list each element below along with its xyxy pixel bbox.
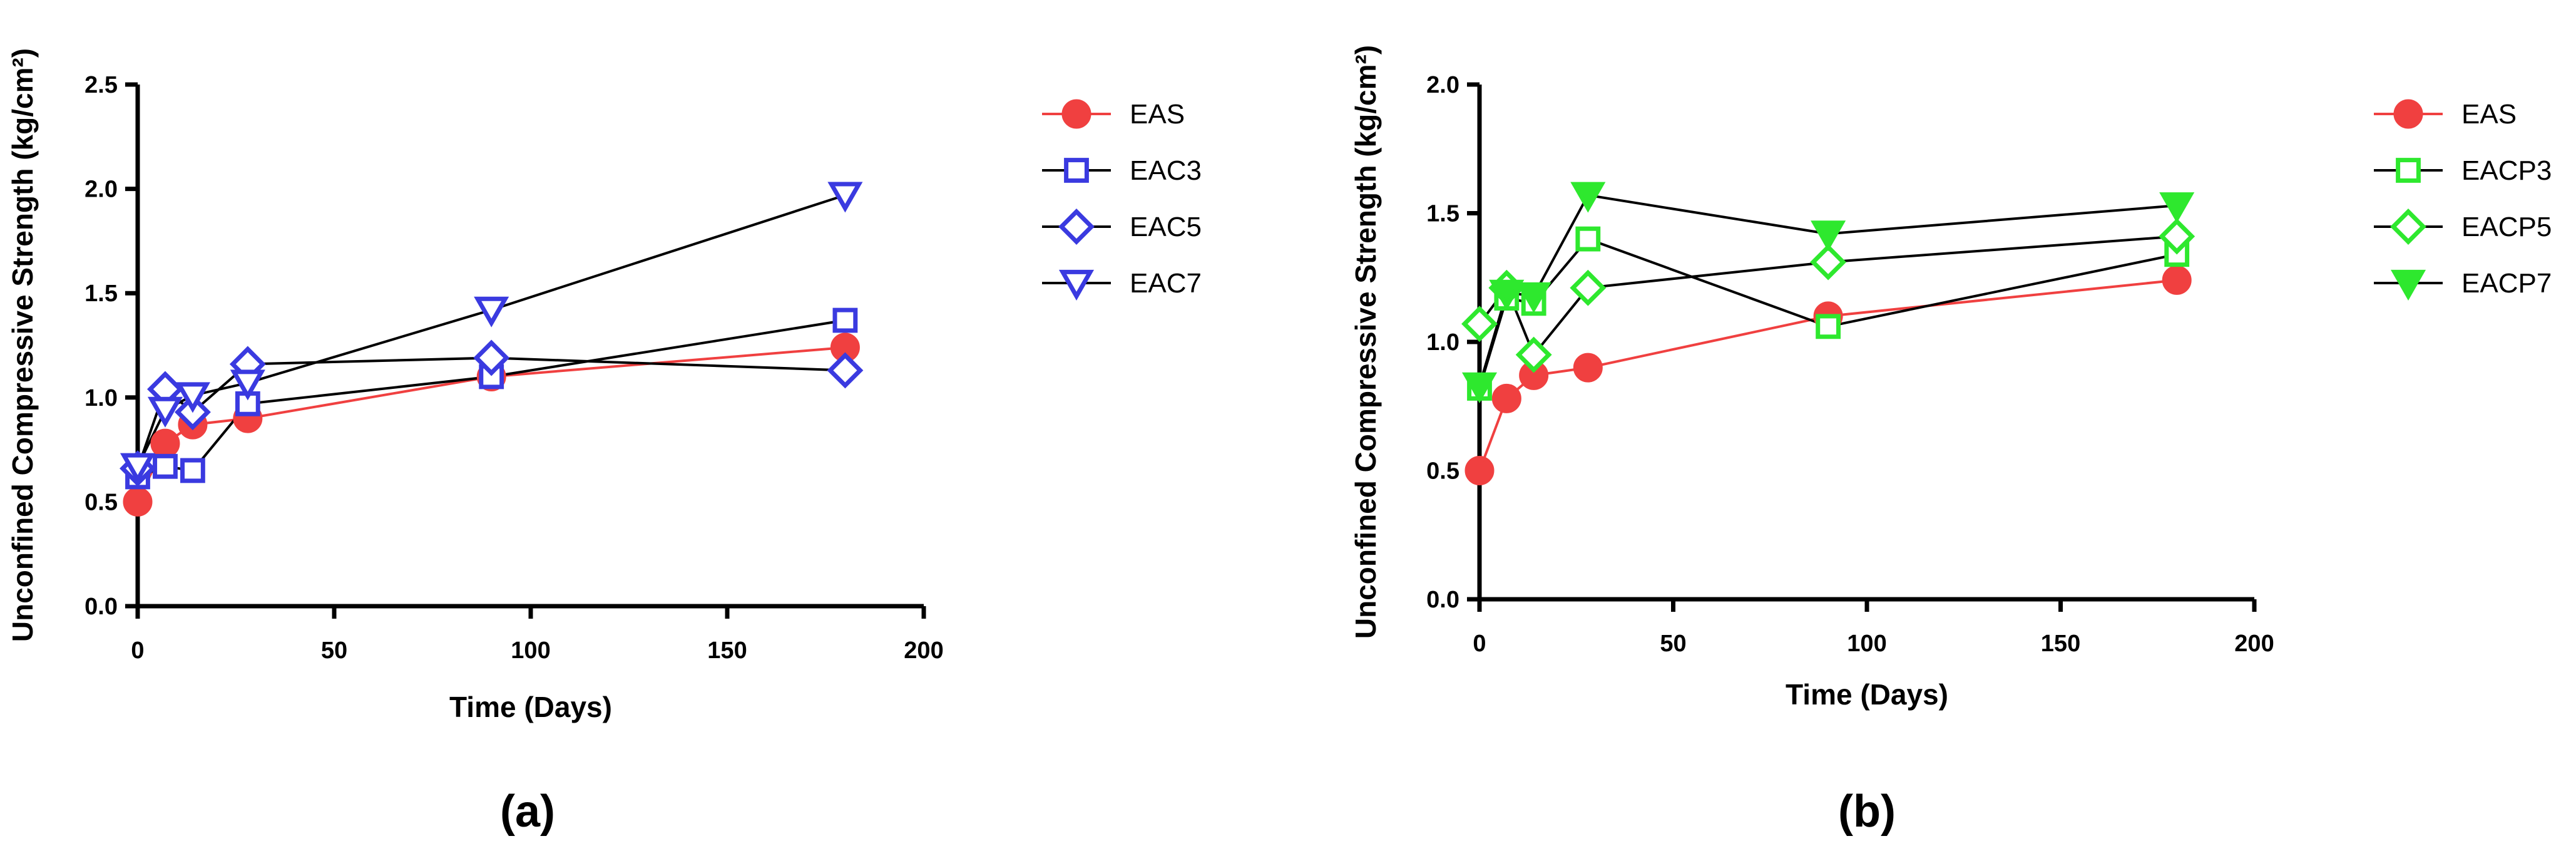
legend-label-eacp3: EACP3 [2461, 155, 2552, 186]
data-point-eacp5 [1810, 244, 1847, 281]
legend-marker-eac7 [1058, 269, 1095, 301]
panel-label: (a) [500, 787, 555, 837]
legend-marker-eacp7 [2390, 269, 2426, 301]
x-tick-label: 0 [131, 637, 144, 664]
data-point-eac5 [827, 352, 864, 389]
data-point-eacp7 [1570, 182, 1606, 213]
data-point-eac5 [473, 339, 510, 376]
x-tick-label: 150 [707, 637, 747, 664]
data-point-eac3 [153, 453, 178, 479]
y-tick-label: 1.5 [1426, 201, 1459, 227]
legend-marker-eacp5 [2390, 209, 2426, 245]
legend-label-eacp5: EACP5 [2461, 212, 2552, 242]
data-point-eas [1464, 456, 1495, 485]
legend-marker-eas [2393, 99, 2423, 129]
legend-label-eas: EAS [1130, 99, 1185, 130]
y-tick-label: 2.5 [84, 72, 118, 98]
data-point-eac7 [147, 396, 183, 428]
data-point-eacp5 [1570, 269, 1607, 306]
data-point-eac7 [120, 453, 156, 484]
legend-label-eac7: EAC7 [1130, 268, 1202, 299]
chart-a: 0.0 0.5 1.0 1.5 2.0 2.5 0 50 100 150 200 Time (Days… [6, 48, 1202, 837]
x-tick-label: 200 [2234, 631, 2274, 657]
legend-marker-eacp3 [2396, 158, 2421, 183]
data-point-eac7 [474, 296, 509, 328]
x-axis-title: Time (Days) [449, 691, 612, 723]
chart-b: 0.0 0.5 1.0 1.5 2.0 0 50 100 150 200 Time (Days) Un… [1349, 45, 2552, 837]
legend-label-eac3: EAC3 [1130, 155, 1202, 186]
x-tick-label: 100 [511, 637, 550, 664]
x-tick-label: 50 [321, 637, 347, 664]
data-point-eacp7 [1489, 279, 1525, 311]
y-axis-title: Unconfined Compressive Strength (kg/cm²) [1349, 45, 1382, 639]
data-point-eacp7 [2159, 192, 2195, 224]
data-point-eacp5 [2159, 218, 2195, 255]
legend-marker-eas [1061, 99, 1091, 129]
y-tick-label: 1.5 [84, 281, 118, 307]
data-point-eacp5 [1515, 336, 1552, 373]
legend-marker-eac5 [1058, 209, 1095, 245]
data-point-eacp3 [1816, 314, 1841, 339]
legend-marker-eac3 [1064, 158, 1089, 183]
x-tick-label: 50 [1660, 631, 1686, 657]
x-tick-label: 0 [1473, 631, 1486, 657]
data-point-eas [150, 428, 180, 458]
y-tick-label: 1.0 [1426, 329, 1459, 356]
y-tick-label: 1.0 [84, 385, 118, 411]
data-point-eacp7 [1516, 282, 1551, 313]
legend-label-eas: EAS [2461, 99, 2517, 130]
data-point-eas [2162, 265, 2192, 295]
data-point-eac3 [180, 458, 205, 483]
y-tick-label: 0.5 [84, 489, 118, 515]
series-line-eacp3 [1478, 237, 2177, 389]
y-tick-label: 0.0 [84, 594, 118, 620]
data-point-eac7 [175, 382, 210, 413]
y-tick-label: 2.0 [84, 177, 118, 203]
x-tick-label: 200 [904, 637, 943, 664]
data-point-eacp7 [1811, 220, 1846, 252]
data-point-eacp3 [1575, 226, 1601, 252]
data-point-eac7 [827, 182, 863, 213]
panel-label: (b) [1838, 787, 1896, 837]
data-point-eas [1573, 353, 1603, 383]
y-axis-title: Unconfined Compressive Strength (kg/cm²) [6, 48, 39, 642]
legend-label-eacp7: EACP7 [2461, 268, 2552, 299]
data-point-eac7 [230, 369, 265, 401]
data-point-eacp5 [1461, 306, 1498, 343]
data-point-eacp7 [1461, 372, 1498, 403]
data-point-eac3 [832, 307, 858, 333]
legend-label-eac5: EAC5 [1130, 212, 1202, 242]
y-tick-label: 2.0 [1426, 72, 1459, 98]
data-point-eas [1491, 383, 1521, 413]
data-point-eas [123, 487, 153, 517]
y-tick-label: 0.5 [1426, 458, 1459, 485]
y-tick-label: 0.0 [1426, 587, 1459, 613]
x-tick-label: 150 [2041, 631, 2080, 657]
x-tick-label: 100 [1847, 631, 1886, 657]
x-axis-title: Time (Days) [1786, 678, 1948, 711]
